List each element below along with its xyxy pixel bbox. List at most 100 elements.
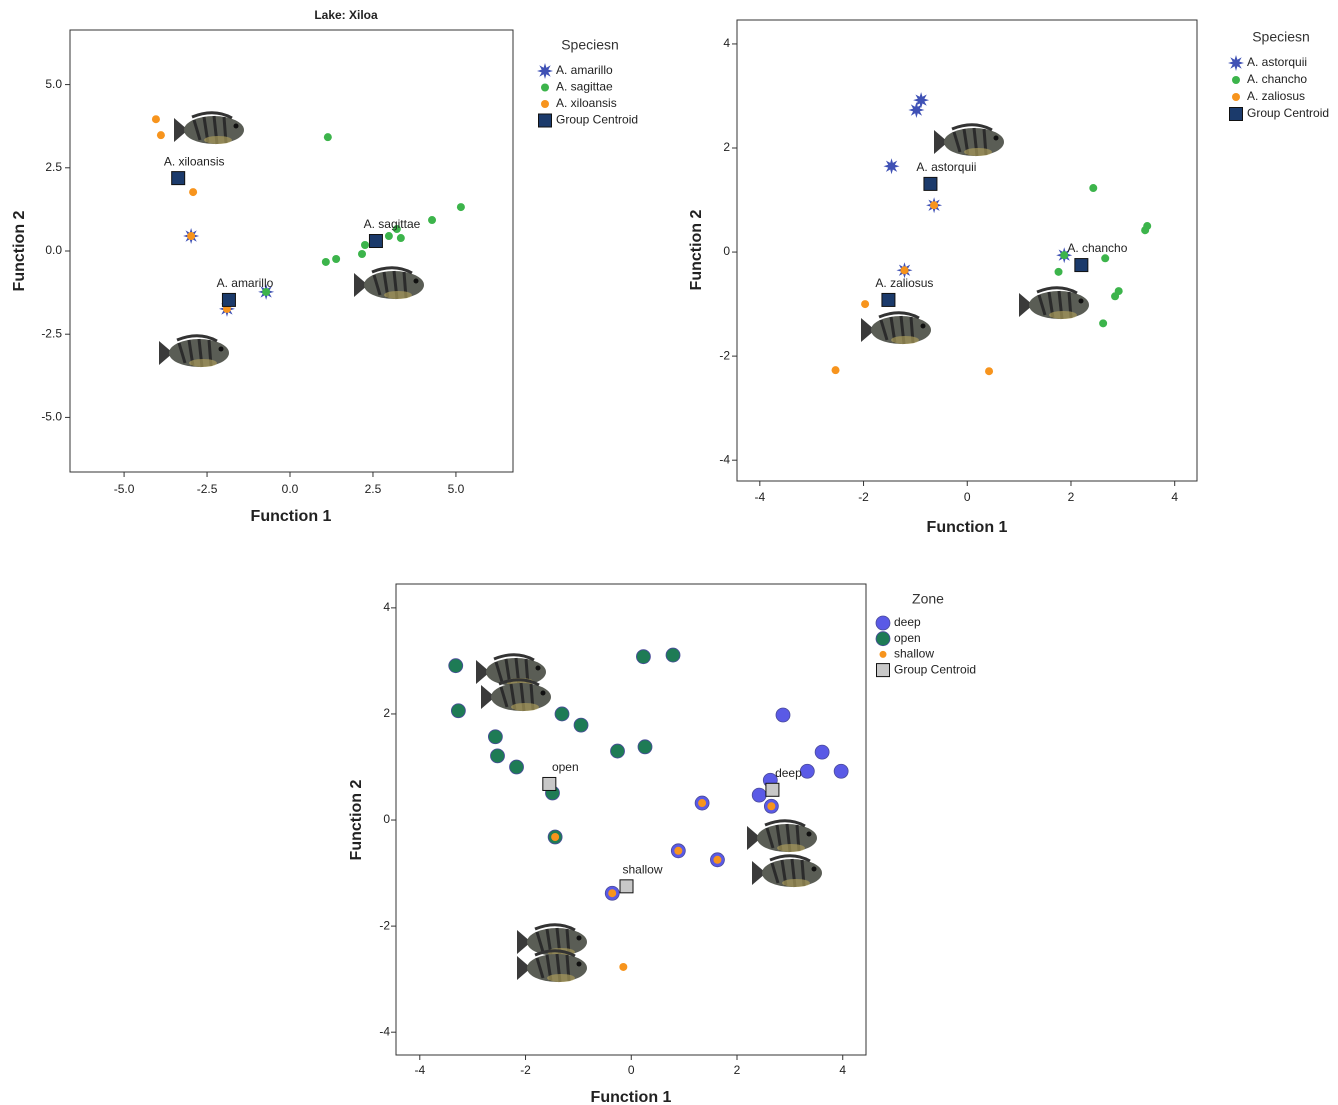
fish-photo xyxy=(750,854,824,889)
x-axis-title: Function 1 xyxy=(927,519,1008,536)
x-tick-label: -2 xyxy=(520,1063,531,1077)
point xyxy=(456,203,465,212)
point xyxy=(573,717,589,733)
y-tick-label: -2.5 xyxy=(41,326,62,340)
point xyxy=(608,889,617,898)
point xyxy=(1111,292,1120,301)
point xyxy=(490,748,505,764)
centroid xyxy=(881,292,896,307)
point xyxy=(713,855,722,864)
y-tick-label: -5.0 xyxy=(41,410,62,424)
legend-marker xyxy=(1228,55,1244,71)
centroid-label: A. amarillo xyxy=(217,276,274,290)
point xyxy=(187,232,196,241)
point xyxy=(883,158,900,175)
legend-title: Zone xyxy=(912,591,944,607)
point xyxy=(751,787,767,803)
point xyxy=(637,739,653,755)
y-tick-label: 0 xyxy=(723,244,730,258)
point xyxy=(930,201,939,210)
legend-marker xyxy=(541,83,549,92)
point xyxy=(665,647,681,663)
centroid xyxy=(923,176,938,191)
y-tick-label: 0.0 xyxy=(45,243,62,257)
x-tick-label: -4 xyxy=(754,490,765,504)
legend-marker xyxy=(1229,107,1243,121)
point xyxy=(861,300,870,309)
x-tick-label: -4 xyxy=(414,1063,425,1077)
centroid xyxy=(765,782,780,797)
fish-photos xyxy=(157,111,1091,984)
legend-label: A. zaliosus xyxy=(1247,89,1305,103)
legend-label: Group Centroid xyxy=(894,662,976,676)
fish-photo xyxy=(859,311,933,346)
centroid-label: A. zaliosus xyxy=(875,276,933,290)
point xyxy=(450,703,466,719)
centroid xyxy=(221,292,236,307)
point xyxy=(392,225,401,234)
point xyxy=(262,287,271,296)
fish-photo xyxy=(515,949,589,984)
point xyxy=(775,707,791,723)
point xyxy=(321,257,330,266)
x-tick-label: 2.5 xyxy=(365,482,382,496)
y-tick-label: -2 xyxy=(379,918,390,932)
y-tick-label: -4 xyxy=(719,452,730,466)
legend-title: Speciesn xyxy=(1252,29,1310,45)
point xyxy=(814,744,830,760)
point xyxy=(767,802,776,811)
x-axis-title: Function 1 xyxy=(251,508,332,525)
centroid-label: open xyxy=(552,760,579,774)
point xyxy=(323,133,332,142)
point xyxy=(831,366,840,375)
point xyxy=(833,763,849,779)
x-tick-label: 0 xyxy=(964,490,971,504)
point xyxy=(900,266,909,275)
centroid xyxy=(619,879,634,894)
x-tick-label: -5.0 xyxy=(114,482,135,496)
y-tick-label: 5.0 xyxy=(45,77,62,91)
y-tick-label: -4 xyxy=(379,1024,390,1038)
x-tick-label: 0.0 xyxy=(282,482,299,496)
centroid-label: A. chancho xyxy=(1067,241,1127,255)
legend-marker xyxy=(879,650,887,658)
point xyxy=(551,833,560,842)
point xyxy=(428,216,437,225)
legend-label: deep xyxy=(894,615,921,629)
point xyxy=(1054,267,1063,276)
point xyxy=(636,649,651,665)
legend-marker xyxy=(537,63,553,79)
point xyxy=(698,799,707,808)
point xyxy=(1101,254,1110,263)
point xyxy=(358,249,367,258)
legend-label: Group Centroid xyxy=(1247,106,1329,120)
y-tick-label: 0 xyxy=(383,812,390,826)
x-axis-title: Function 1 xyxy=(591,1089,672,1105)
centroid xyxy=(368,234,383,249)
point xyxy=(1089,184,1098,193)
point xyxy=(396,234,405,243)
point xyxy=(619,962,628,971)
legend-marker xyxy=(538,113,552,128)
fish-photo xyxy=(352,266,426,301)
plot-area xyxy=(736,19,1198,482)
x-tick-label: 4 xyxy=(839,1063,846,1077)
fish-photo xyxy=(1017,286,1091,321)
x-tick-label: 0 xyxy=(628,1063,635,1077)
point xyxy=(189,188,198,197)
y-axis-title: Function 2 xyxy=(688,209,705,290)
point xyxy=(799,763,815,779)
fish-photo xyxy=(157,334,231,369)
fish-photo xyxy=(932,123,1006,158)
point xyxy=(487,729,503,745)
y-axis-title: Function 2 xyxy=(11,210,28,291)
y-tick-label: 2.5 xyxy=(45,160,62,174)
centroid xyxy=(171,171,186,186)
legend-marker xyxy=(875,615,891,631)
centroid-label: shallow xyxy=(622,863,662,877)
point xyxy=(674,846,683,855)
point xyxy=(554,706,570,722)
legend-title: Speciesn xyxy=(561,37,619,53)
